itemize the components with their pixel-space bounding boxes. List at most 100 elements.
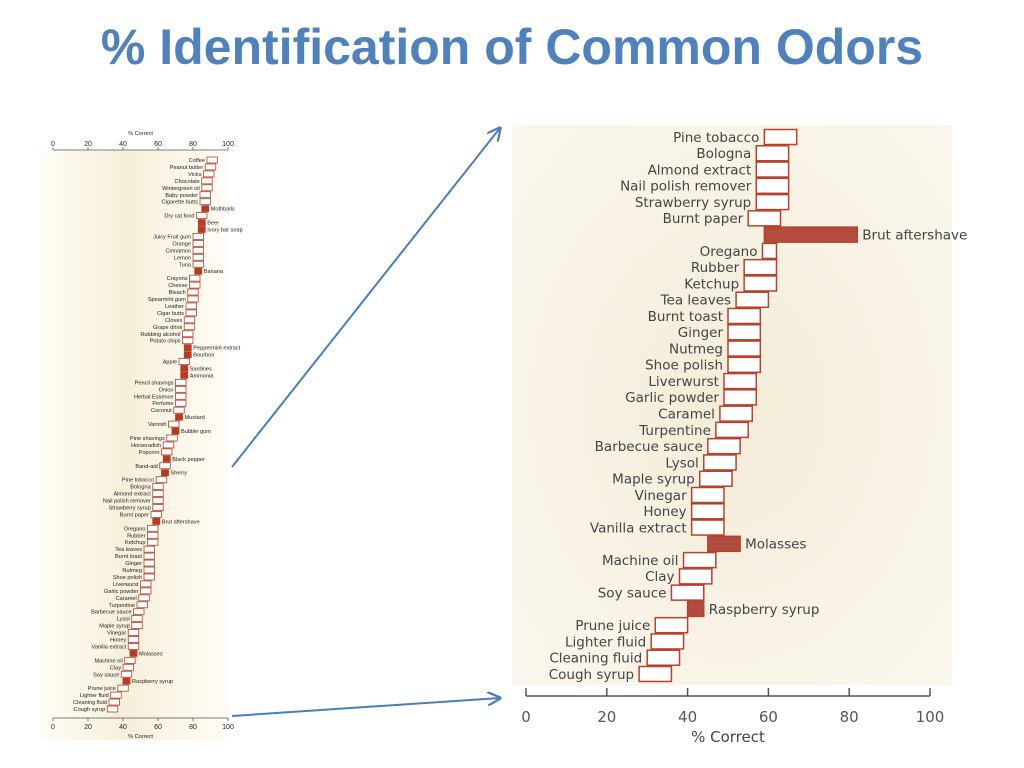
zoom-label-liverwurst: Liverwurst — [648, 374, 719, 390]
small-bar-ivory-bar-soap — [197, 226, 206, 233]
small-label-peppermint-extract: Peppermint extract — [193, 346, 240, 352]
small-label-barbecue-sauce: Barbecue sauce — [91, 610, 131, 616]
zoom-bar-garlic-powder — [723, 389, 758, 406]
zoom-arrow-bottom — [231, 698, 500, 717]
small-label-bologna: Bologna — [130, 485, 151, 491]
zoom-tick-label: 0 — [521, 708, 531, 726]
zoom-bar-shoe-polish — [727, 356, 762, 374]
zoom-bar-turpentine — [715, 421, 749, 439]
small-bar-mothballs — [201, 205, 210, 213]
small-bar-apple — [178, 358, 190, 365]
zoom-label-rubber: Rubber — [691, 260, 740, 276]
small-bar-bologna — [152, 483, 164, 491]
small-bar-peanut-butter — [204, 163, 217, 171]
small-label-beer: Beer — [207, 221, 219, 227]
small-label-ketchup: Ketchup — [125, 540, 146, 546]
zoom-tick-label: 60 — [759, 708, 778, 726]
small-label-pine-shavings: Pine shavings — [130, 436, 165, 442]
zoom-label-lysol: Lysol — [665, 455, 698, 471]
small-bar-sherry — [161, 469, 169, 477]
small-bar-rubbing-alcohol — [182, 330, 194, 338]
small-label-vanilla-extract: Vanilla extract — [92, 644, 127, 650]
zoom-label-strawberry-syrup: Strawberry syrup — [635, 195, 751, 211]
small-label-wintergreen-oil: Wintergreen oil — [162, 186, 200, 192]
small-bar-caramel — [138, 594, 150, 602]
small-bar-pencil-shavings — [175, 378, 187, 386]
zoom-bar-vanilla-extract — [690, 519, 725, 536]
small-label-coffee: Coffee — [189, 158, 205, 164]
small-tick-label: 100 — [222, 141, 234, 148]
zoom-bar-burnt-paper — [747, 210, 782, 227]
small-bar-vicks — [203, 170, 215, 178]
small-bar-dry-cat-food — [196, 212, 208, 219]
small-bar-machine-oil — [124, 656, 136, 664]
small-label-lysol: Lysol — [117, 617, 130, 623]
small-bar-bourbon — [183, 351, 192, 358]
small-label-lemon: Lemon — [174, 255, 191, 261]
small-label-cough-syrup: Cough syrup — [74, 707, 106, 713]
small-bar-garlic-powder — [140, 587, 152, 595]
zoom-bar-machine-oil — [682, 551, 717, 569]
small-label-banana: Banana — [204, 269, 224, 275]
zoom-label-cough-syrup: Cough syrup — [549, 667, 634, 683]
small-bar-varnish — [168, 420, 180, 428]
zoom-label-tea-leaves: Tea leaves — [660, 293, 731, 309]
small-label-cloves: Cloves — [165, 318, 182, 324]
zoom-label-raspberry-syrup: Raspberry syrup — [709, 602, 820, 618]
small-label-nail-polish-remover: Nail polish remover — [103, 499, 151, 505]
small-label-chocolate: Chocolate — [175, 179, 200, 185]
zoom-bar-lighter-fluid — [650, 633, 685, 650]
small-tick-label: 0 — [51, 724, 55, 731]
zoom-tick-label: 20 — [597, 708, 616, 726]
small-label-varnish: Varnish — [148, 422, 167, 428]
small-label-orange: Orange — [172, 241, 191, 247]
zoom-label-vanilla-extract: Vanilla extract — [590, 520, 687, 536]
zoom-arrow-top — [231, 128, 500, 468]
zoom-tick-label: 100 — [916, 708, 945, 726]
small-bar-nutmeg — [143, 566, 155, 574]
zoom-label-ginger: Ginger — [678, 325, 724, 341]
small-label-band-aid: Band-aid — [135, 464, 157, 470]
small-bar-vanilla-extract — [127, 643, 140, 650]
small-bar-coconut — [173, 406, 185, 414]
small-label-vicks: Vicks — [188, 172, 201, 178]
zoom-label-vinegar: Vinegar — [635, 488, 687, 504]
zoom-label-burnt-paper: Burnt paper — [663, 211, 744, 227]
zoom-label-nutmeg: Nutmeg — [669, 341, 723, 357]
small-bar-cinnamon — [192, 246, 204, 254]
small-x-axis-title: % Correct — [128, 131, 153, 137]
zoom-bar-raspberry-syrup — [686, 600, 705, 618]
small-bar-strawberry-syrup — [152, 504, 164, 511]
small-tick-label: 20 — [84, 141, 92, 148]
small-chart: 0 20 40 60 80 100 % Correct 0 20 40 60 80 100 % Corre… — [51, 131, 243, 740]
small-label-peanut-butter: Peanut butter — [170, 165, 204, 171]
zoom-bar-honey — [690, 503, 725, 520]
zoom-label-molasses: Molasses — [745, 537, 806, 553]
zoom-bar-bologna — [755, 145, 790, 162]
small-label-black-pepper: Black pepper — [172, 457, 205, 463]
small-bar-soy-sauce — [120, 670, 133, 678]
small-bar-clay — [122, 663, 134, 671]
small-bar-honey — [127, 636, 140, 643]
small-label-cinnamon: Cinnamon — [166, 248, 192, 254]
small-label-prune-juice: Prune juice — [88, 686, 116, 692]
small-bar-nail-polish-remover — [152, 497, 164, 504]
small-tick-label: 80 — [189, 724, 197, 731]
zoom-label-prune-juice: Prune juice — [575, 618, 650, 634]
small-label-perfume: Perfume — [152, 401, 173, 407]
small-label-cigarette-butts: Cigarette butts — [162, 200, 199, 206]
zoom-label-garlic-powder: Garlic powder — [625, 390, 719, 406]
small-label-mothballs: Mothballs — [211, 207, 235, 213]
small-label-herbal-essence: Herbal Essence — [134, 394, 174, 400]
small-bar-crayons — [189, 274, 201, 282]
small-bar-wintergreen-oil — [201, 184, 213, 192]
small-label-lighter-fluid: Lighter fluid — [80, 693, 109, 699]
small-bar-potato-chips — [182, 337, 194, 345]
small-label-almond-extract: Almond extract — [113, 492, 151, 498]
small-bar-rubber — [147, 531, 159, 539]
small-tick-label: 60 — [154, 724, 162, 731]
small-bar-cigar-butts — [185, 309, 197, 317]
small-bar-coffee — [206, 156, 218, 164]
small-label-burnt-paper: Burnt paper — [120, 512, 149, 518]
small-bar-cough-syrup — [106, 705, 119, 713]
